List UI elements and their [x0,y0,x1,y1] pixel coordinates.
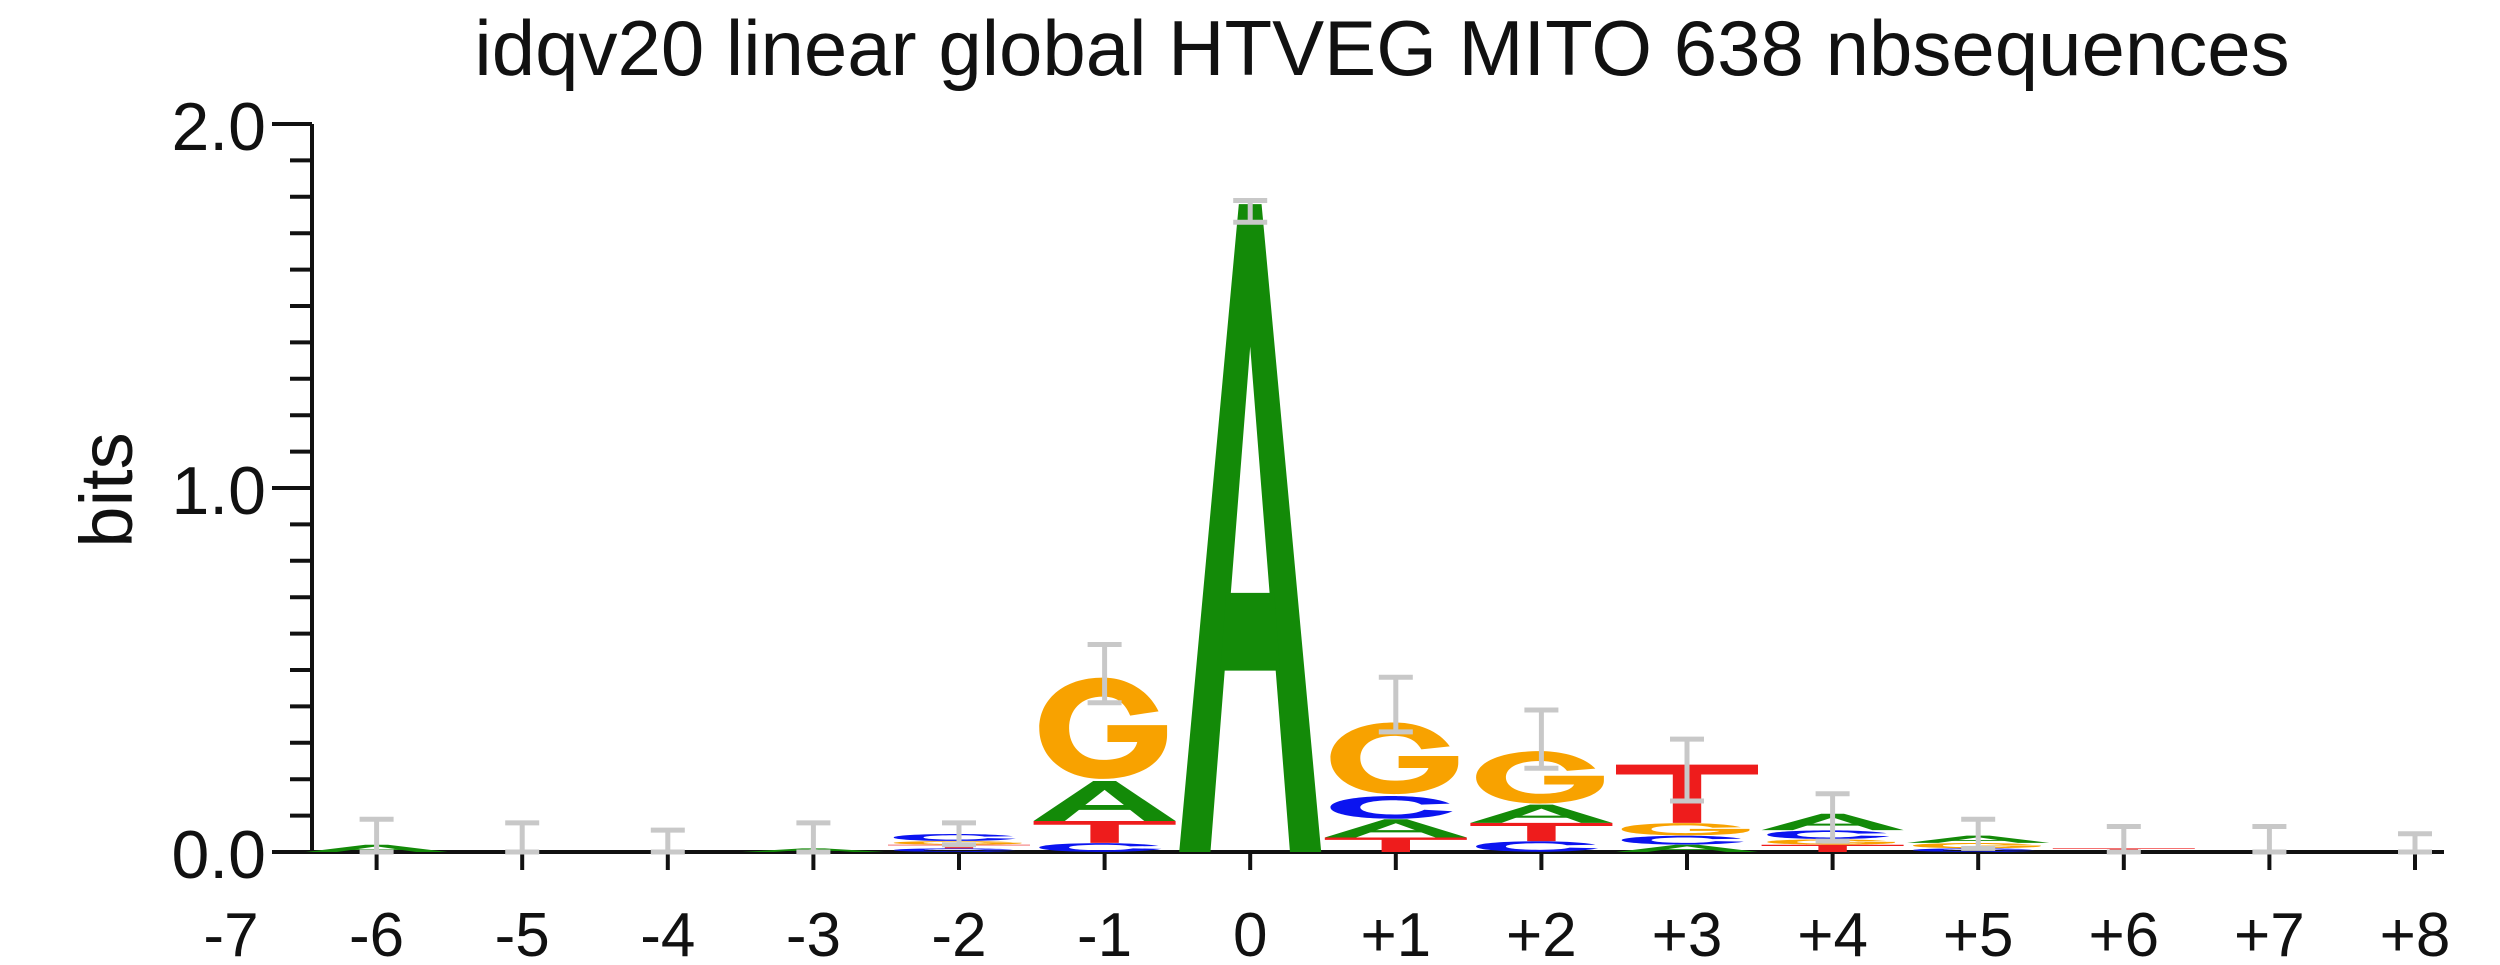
logo-column-+1 [1324,722,1467,852]
letter-T-thymine [1761,844,1904,852]
letter-T-thymine [1470,822,1613,842]
x-tick-label: +5 [1943,901,2014,965]
letter-G-guanine [1330,722,1459,795]
y-tick-label: 2.0 [171,89,266,165]
error-bar--4 [650,827,685,855]
error-bar-+6 [2106,824,2141,855]
x-tick-label: -6 [349,901,404,965]
logo-column-+2 [1470,751,1613,852]
letter-C-cytosine [1621,835,1744,845]
letter-G-guanine [1912,843,2041,849]
error-bar--6 [359,816,394,855]
error-bars [359,197,2432,855]
x-tick-label: -3 [786,901,841,965]
error-bar-+3 [1670,736,1704,804]
logo-column-+4 [1761,813,1904,852]
letter-G-guanine [1621,823,1750,836]
y-tick-label: 1.0 [171,453,266,529]
letter-G-guanine [1767,839,1896,845]
error-bar-0 [1233,197,1268,225]
error-bar-+4 [1815,791,1850,844]
x-tick-label: -2 [931,901,986,965]
letter-A-adenine [1616,844,1758,852]
letter-C-cytosine [1767,830,1890,840]
letter-T-thymine [1324,837,1467,852]
letter-G-guanine [893,841,1022,845]
letter-A-adenine [1033,781,1176,822]
error-bar-+2 [1524,707,1559,771]
letter-G-guanine [1476,751,1604,804]
letter-C-cytosine [893,848,1016,852]
y-tick-label: 0.0 [171,817,266,893]
x-tick-label: +8 [2380,901,2451,965]
error-bar--3 [796,820,831,855]
error-bar--5 [505,820,540,855]
logo-column--1 [1033,677,1176,852]
letter-C-cytosine [1039,843,1162,852]
letter-A-adenine [1179,204,1322,852]
logo-column-0 [1179,204,1322,852]
logo-column-+5 [1907,835,2050,852]
x-tick-label: -5 [495,901,550,965]
letter-C-cytosine [893,833,1016,841]
x-tick-label: +1 [1360,901,1431,965]
chart-title: idqv20 linear global HTVEG MITO 638 nbse… [474,4,2289,92]
error-bar-+5 [1961,816,1996,851]
x-tick-label: -1 [1077,901,1132,965]
letter-G-guanine [1039,677,1168,779]
axes: 0.0 1.0 2.0 -7 -6 -5 -4 -3 -2 -1 0 +1 +2 +3 +4 +5 +6 +7 +8 [171,89,2450,965]
error-bar-+7 [2252,824,2287,855]
x-tick-label: +3 [1652,901,1723,965]
letter-C-cytosine [1912,848,2035,852]
x-tick-label: +6 [2088,901,2159,965]
x-tick-label: +2 [1506,901,1577,965]
x-tick-label: +4 [1797,901,1868,965]
letter-C-cytosine [1476,841,1599,852]
x-tick-label: +7 [2234,901,2305,965]
x-tick-label: -7 [203,901,258,965]
letter-A-adenine [1324,819,1467,838]
error-bar-+8 [2398,831,2432,855]
y-axis-label: bits [65,432,148,547]
error-bar--1 [1087,642,1122,706]
logo-columns [305,204,2195,852]
error-bar--2 [942,820,976,848]
x-tick-label: 0 [1233,901,1267,965]
error-bar-+1 [1378,674,1413,735]
x-tick-label: -4 [640,901,695,965]
letter-T-thymine [1033,821,1176,843]
letter-C-cytosine [1330,796,1453,819]
letter-A-adenine [1470,804,1613,823]
